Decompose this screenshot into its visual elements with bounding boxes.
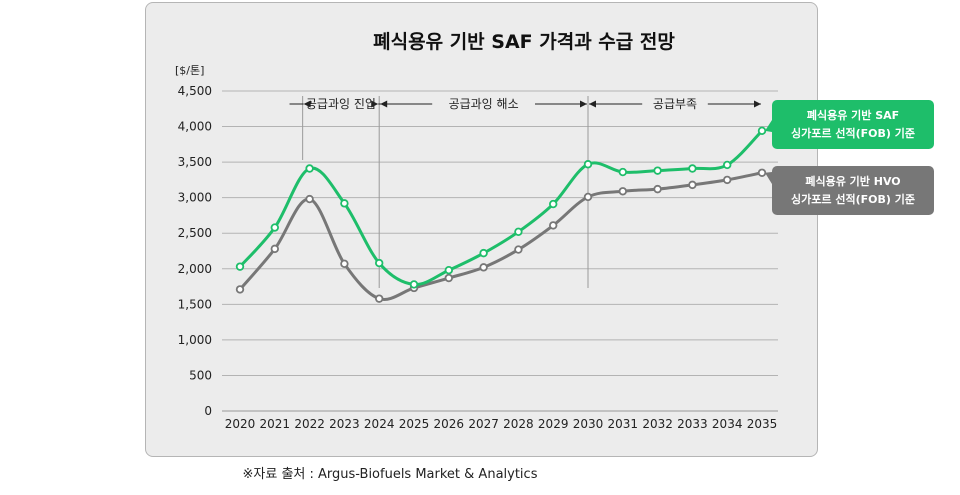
x-tick-label: 2035 (747, 417, 778, 431)
data-point (688, 164, 697, 173)
x-tick-label: 2027 (468, 417, 499, 431)
y-tick-label: 3,500 (178, 155, 212, 169)
data-point (583, 192, 593, 202)
data-point (270, 223, 279, 232)
data-point (444, 266, 453, 275)
data-point (479, 263, 488, 272)
period-arrowhead (589, 100, 596, 108)
data-point (479, 248, 488, 258)
data-point (583, 160, 593, 169)
data-point (549, 199, 558, 209)
y-tick-label: 1,500 (178, 297, 212, 311)
period-arrowhead (303, 100, 311, 108)
data-point (305, 194, 314, 204)
callout-pointer (765, 120, 772, 132)
y-tick-label: 3,000 (178, 191, 212, 205)
legend-label: 싱가포르 선적(FOB) 기준 (791, 192, 915, 206)
series-points (235, 126, 767, 303)
period-label: 공급과잉 진입 (306, 97, 376, 111)
data-point (444, 273, 453, 283)
x-axis-ticks: 2020 2021 2022 2023 2024 2025 2026 2027 2028 2029… (225, 417, 778, 431)
x-tick-label: 2031 (608, 417, 639, 431)
data-point (653, 166, 662, 175)
period-arrowhead (371, 100, 379, 108)
x-tick-label: 2025 (399, 417, 430, 431)
data-point (514, 245, 523, 254)
data-point (514, 227, 523, 236)
y-tick-label: 0 (204, 404, 212, 418)
data-point (723, 160, 732, 170)
x-tick-label: 2033 (677, 417, 708, 431)
data-point (375, 294, 384, 303)
y-tick-label: 2,500 (178, 226, 212, 240)
data-point (618, 167, 627, 177)
legend-label: 싱가포르 선적(FOB) 기준 (791, 126, 915, 140)
data-point (618, 187, 627, 196)
period-annotations: 공급과잉 진입 공급과잉 해소 공급부족 (289, 96, 761, 288)
period-arrowhead (580, 100, 587, 108)
x-tick-label: 2023 (329, 417, 360, 431)
x-tick-label: 2026 (434, 417, 465, 431)
chart-title: 폐식용유 기반 SAF 가격과 수급 전망 (373, 31, 675, 53)
x-tick-label: 2024 (364, 417, 395, 431)
data-point (549, 221, 558, 230)
data-point (757, 168, 767, 177)
period-label: 공급부족 (653, 97, 697, 111)
series-line (238, 171, 763, 301)
callout-pointer (765, 172, 772, 184)
data-point (409, 280, 419, 289)
data-point (653, 184, 662, 194)
data-point (340, 199, 349, 208)
x-tick-label: 2029 (538, 417, 569, 431)
x-tick-label: 2030 (573, 417, 604, 431)
x-tick-label: 2021 (260, 417, 291, 431)
period-arrowhead (754, 100, 761, 108)
legend-label: 폐식용유 기반 HVO (805, 174, 900, 188)
data-point (375, 258, 384, 268)
data-point (340, 259, 349, 268)
data-point (723, 175, 732, 185)
x-tick-label: 2028 (503, 417, 534, 431)
y-tick-label: 4,000 (178, 120, 212, 134)
data-point (235, 285, 245, 294)
chart-panel (145, 2, 818, 457)
y-tick-label: 1,000 (178, 333, 212, 347)
data-point (270, 244, 279, 254)
x-tick-label: 2020 (225, 417, 256, 431)
data-point (757, 126, 767, 136)
legend-label: 폐식용유 기반 SAF (807, 108, 899, 122)
y-tick-label: 4,500 (178, 84, 212, 98)
y-axis-ticks: 0 500 1,000 1,500 2,000 2,500 3,000 3,500 4,000 4… (178, 84, 212, 418)
series-lines (238, 129, 764, 301)
period-label: 공급과잉 해소 (449, 97, 519, 111)
y-unit-label: [$/톤] (175, 64, 204, 77)
x-tick-label: 2022 (294, 417, 325, 431)
data-point (305, 164, 314, 173)
y-tick-label: 500 (189, 368, 212, 382)
source-note: ※자료 출처 : Argus-Biofuels Market & Analyti… (242, 467, 538, 482)
series-line (238, 129, 764, 286)
x-tick-label: 2032 (642, 417, 673, 431)
callout-box (772, 166, 934, 215)
data-point (235, 262, 245, 271)
y-tick-label: 2,000 (178, 262, 212, 276)
period-arrowhead (380, 100, 388, 108)
gridlines (222, 90, 778, 412)
data-point (688, 180, 697, 190)
x-tick-label: 2034 (712, 417, 743, 431)
callout-box (772, 100, 934, 149)
